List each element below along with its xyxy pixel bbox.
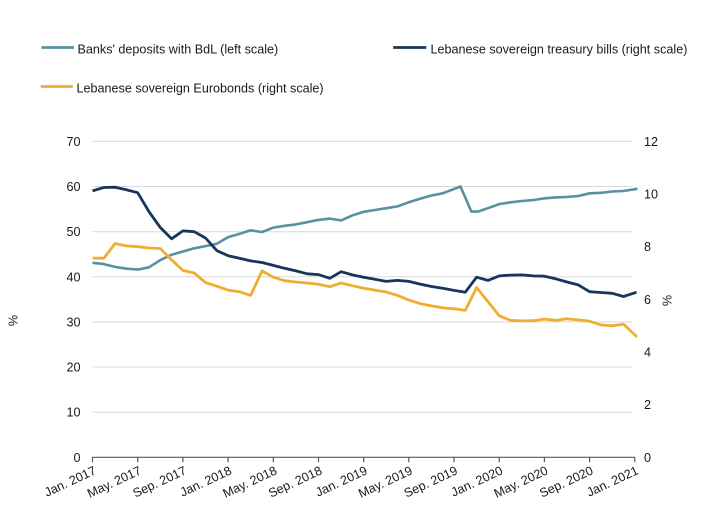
svg-text:Lebanese sovereign treasury bi: Lebanese sovereign treasury bills (right… xyxy=(431,43,688,57)
svg-text:6: 6 xyxy=(644,293,651,307)
svg-text:12: 12 xyxy=(644,135,658,149)
svg-text:20: 20 xyxy=(66,361,80,375)
svg-text:30: 30 xyxy=(66,315,80,329)
svg-text:60: 60 xyxy=(66,180,80,194)
svg-text:Banks' deposits with BdL (left: Banks' deposits with BdL (left scale) xyxy=(78,43,279,57)
svg-text:10: 10 xyxy=(644,188,658,202)
svg-text:2: 2 xyxy=(644,398,651,412)
svg-text:%: % xyxy=(661,295,675,306)
svg-text:50: 50 xyxy=(66,225,80,239)
svg-text:Lebanese sovereign Eurobonds (: Lebanese sovereign Eurobonds (right scal… xyxy=(77,82,324,96)
svg-text:40: 40 xyxy=(66,270,80,284)
svg-text:4: 4 xyxy=(644,346,651,360)
svg-text:70: 70 xyxy=(66,135,80,149)
svg-text:10: 10 xyxy=(66,406,80,420)
svg-text:%: % xyxy=(7,315,21,326)
svg-text:0: 0 xyxy=(644,451,651,465)
svg-text:8: 8 xyxy=(644,240,651,254)
svg-text:0: 0 xyxy=(73,451,80,465)
